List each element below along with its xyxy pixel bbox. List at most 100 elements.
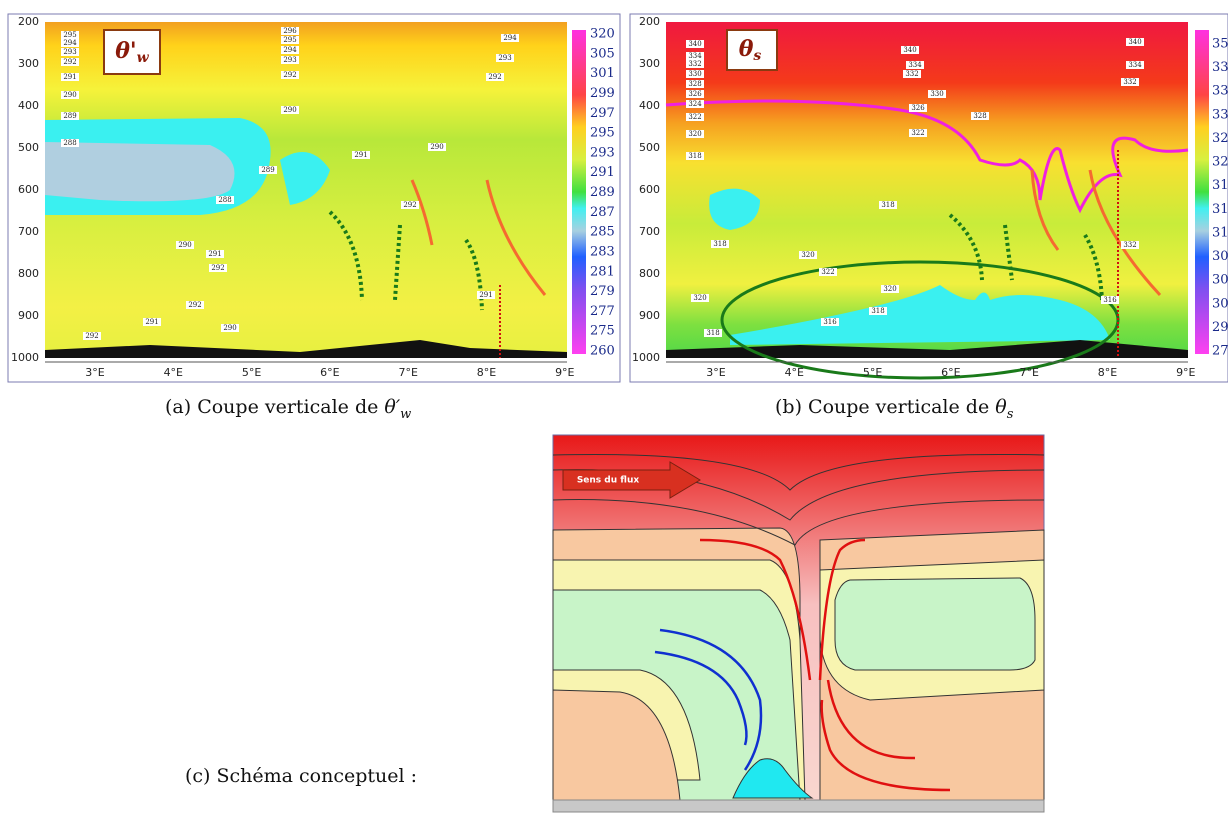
contour-label-box — [61, 91, 79, 99]
contour-label: 316 — [823, 318, 837, 326]
colorbar — [1195, 30, 1209, 354]
arrow — [410, 179, 434, 246]
contour-label-box — [901, 46, 919, 54]
y-tick-label: 500 — [18, 141, 39, 154]
contour-label-box — [799, 251, 817, 259]
colorbar-label: 277 — [590, 304, 615, 319]
contour-label: 320 — [883, 285, 896, 293]
contour-label: 340 — [1128, 38, 1141, 46]
x-tick-label: 5°E — [863, 366, 882, 379]
contour-label: 330 — [688, 70, 701, 78]
colorbar-label: 29 — [1212, 320, 1228, 335]
x-tick-label: 8°E — [1098, 366, 1117, 379]
contour-label: 322 — [688, 113, 701, 121]
x-tick-label: 9°E — [555, 366, 574, 379]
arrow — [1088, 169, 1162, 297]
colorbar-label: 32 — [1212, 131, 1228, 146]
contour-label: 318 — [871, 307, 884, 315]
contour-label-box — [1101, 296, 1119, 304]
contour-label-box — [209, 264, 227, 272]
y-tick-label: 500 — [639, 141, 660, 154]
contour-label-box — [686, 60, 704, 68]
colorbar-label: 285 — [590, 225, 615, 240]
contour-label-box — [879, 201, 897, 209]
y-tick-label: 300 — [18, 57, 39, 70]
contour-label: 326 — [911, 104, 925, 112]
x-tick-label: 9°E — [1176, 366, 1195, 379]
contour-label: 334 — [908, 61, 922, 69]
colorbar-label: 260 — [590, 344, 615, 359]
arrow — [485, 179, 547, 296]
contour-label-box — [704, 329, 722, 337]
contour-label-box — [686, 100, 704, 108]
contour-label: 292 — [63, 58, 76, 66]
caption-symbol: θ′ — [384, 396, 400, 418]
panel-label: θs — [739, 36, 762, 64]
x-tick-label: 8°E — [477, 366, 496, 379]
colorbar-label: 31 — [1212, 178, 1228, 193]
contour-label: 332 — [905, 70, 918, 78]
arrow — [654, 650, 748, 746]
contour-label-box — [1126, 61, 1144, 69]
panel-label-box — [103, 29, 161, 75]
contour-label: 292 — [488, 73, 501, 81]
contour-label-box — [61, 48, 79, 56]
layer — [732, 758, 814, 799]
colorbar-label: 30 — [1212, 296, 1228, 311]
contour-label: 330 — [930, 90, 943, 98]
caption: (c) Schéma conceptuel : — [185, 765, 417, 787]
contour-label: 332 — [1123, 78, 1136, 86]
contour-label: 316 — [1103, 296, 1117, 304]
flow-label: Sens du flux — [577, 476, 640, 486]
contour-label-box — [686, 113, 704, 121]
arrow — [393, 224, 402, 301]
region — [709, 188, 760, 230]
contour-label: 293 — [283, 56, 296, 64]
contour-label-box — [486, 73, 504, 81]
contour-label: 320 — [688, 130, 701, 138]
contour-label-box — [428, 143, 446, 151]
colorbar-label: 320 — [590, 27, 615, 42]
colorbar-label: 281 — [590, 264, 615, 279]
y-tick-label: 600 — [18, 183, 39, 196]
contour-label: 326 — [688, 90, 702, 98]
colorbar-label: 33 — [1212, 107, 1228, 122]
contour-label: 289 — [63, 112, 76, 120]
contour-label: 295 — [283, 36, 296, 44]
contour-label-box — [221, 324, 239, 332]
contour-label: 318 — [881, 201, 894, 209]
arrow — [818, 538, 866, 681]
contour-label-box — [686, 152, 704, 160]
contour-label-box — [176, 241, 194, 249]
contour-label-box — [971, 112, 989, 120]
contour-label-box — [869, 307, 887, 315]
x-tick-label: 7°E — [398, 366, 417, 379]
contour-label-box — [83, 332, 101, 340]
contour-label-box — [259, 166, 277, 174]
y-tick-label: 1000 — [11, 351, 39, 364]
contour-label: 320 — [801, 251, 814, 259]
colorbar-label: 287 — [590, 205, 615, 220]
symbol-sub: s — [753, 48, 761, 64]
panel-label: θ'w — [115, 38, 149, 66]
colorbar-label: 291 — [590, 165, 615, 180]
contour-label-box — [281, 27, 299, 35]
contour-label-box — [61, 73, 79, 81]
colorbar-label: 305 — [590, 46, 615, 61]
contour-label: 318 — [688, 152, 701, 160]
contour-label: 324 — [688, 100, 702, 108]
contour-label: 334 — [1128, 61, 1142, 69]
contour-label-box — [186, 301, 204, 309]
colorbar — [572, 30, 586, 354]
y-tick-label: 200 — [639, 15, 660, 28]
x-tick-label: 3°E — [85, 366, 104, 379]
y-tick-label: 700 — [639, 225, 660, 238]
contour-label: 320 — [693, 294, 706, 302]
contour-label: 332 — [688, 60, 701, 68]
contour-label-box — [477, 291, 495, 299]
contour-label-box — [61, 31, 79, 39]
contour-label-box — [686, 52, 704, 60]
contour-label-box — [216, 196, 234, 204]
y-tick-label: 400 — [639, 99, 660, 112]
